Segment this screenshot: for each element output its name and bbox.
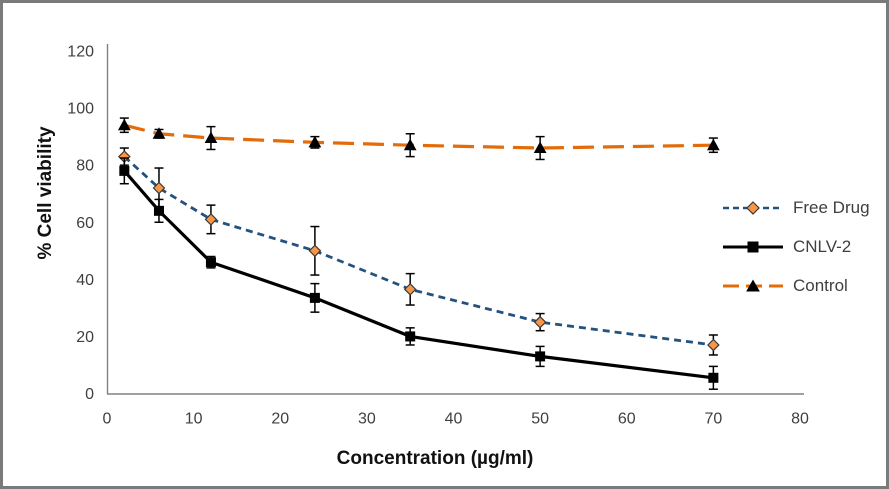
triangle-marker [707,138,720,151]
series-cnlv-2 [119,157,719,390]
x-tick-label: 50 [531,411,549,428]
control-line-marker-icon [723,279,783,292]
x-tick-label: 80 [791,411,809,428]
legend-item-cnlv-2: CNLV-2 [721,236,870,258]
x-axis-title: Concentration (µg/ml) [336,448,534,469]
diamond-marker [533,315,547,329]
square-marker [405,331,416,342]
x-tick-label: 40 [445,411,463,428]
diamond-marker [403,282,417,296]
triangle-marker [308,135,322,148]
legend: Free Drug CNLV-2 Control [721,197,870,297]
x-tick-label: 60 [618,411,636,428]
legend-item-free-drug: Free Drug [721,197,870,219]
y-tick-label: 20 [76,329,94,346]
diamond-marker [707,338,720,352]
square-marker [309,292,320,303]
legend-label-free-drug: Free Drug [793,198,870,217]
y-tick-label: 60 [76,215,94,232]
square-marker [119,165,130,176]
legend-label-cnlv-2: CNLV-2 [793,237,852,256]
free-drug-line-marker-icon [723,201,783,215]
y-tick-label: 80 [76,158,94,175]
series-line [123,155,714,347]
square-marker [205,257,216,268]
y-tick-label: 100 [67,101,94,118]
series-free-drug [117,147,720,356]
diamond-marker [152,181,166,195]
triangle-marker [117,118,131,131]
x-tick-label: 70 [704,411,722,428]
triangle-marker [403,138,417,151]
x-tick-label: 30 [358,411,376,428]
x-tick-label: 0 [103,411,112,428]
legend-label-control: Control [793,276,848,295]
y-tick-label: 40 [76,272,94,289]
triangle-marker [204,131,218,144]
cnlv-2-line-marker-icon [723,241,783,253]
plot-area: 0 20 40 60 80 100 120 0 10 20 30 40 50 60 70 80 [67,44,809,428]
triangle-marker [152,127,166,139]
square-marker [153,205,164,216]
y-axis-title: % Cell viability [35,126,56,260]
triangle-marker [533,141,547,154]
diamond-marker [204,213,218,226]
y-tick-label: 0 [85,386,94,403]
series-control [117,117,720,161]
square-marker [708,372,719,383]
square-marker [535,351,546,362]
x-tick-label: 20 [271,411,289,428]
legend-item-control: Control [721,275,870,297]
diamond-marker [308,244,322,258]
x-tick-label: 10 [185,411,203,428]
y-tick-label: 120 [67,44,94,61]
series-line [123,169,714,380]
